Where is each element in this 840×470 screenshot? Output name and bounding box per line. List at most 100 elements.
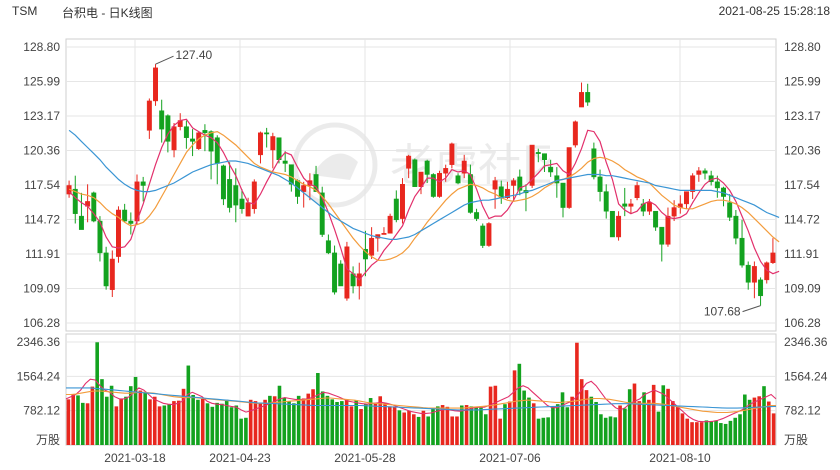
candle	[282, 151, 288, 173]
candle-body	[344, 246, 350, 299]
candle	[659, 226, 665, 262]
candle-body	[227, 179, 233, 208]
volume-bar	[531, 403, 536, 445]
volume-bar	[176, 400, 181, 445]
price-tick-left: 117.54	[24, 178, 60, 192]
candle-body	[597, 176, 603, 192]
candle	[85, 184, 91, 223]
volume-bar	[229, 407, 234, 445]
candle-body	[301, 185, 307, 192]
candle-body	[208, 131, 214, 152]
candle-body	[122, 209, 128, 222]
volume-bar	[440, 405, 445, 445]
volume-bar	[551, 406, 555, 445]
volume-bar	[349, 406, 354, 445]
candle	[128, 212, 134, 235]
volume-ma-long-line	[66, 387, 777, 411]
candle-body	[128, 220, 134, 224]
volume-bar	[311, 389, 315, 445]
candle-body	[332, 252, 338, 293]
date-tick: 2021-08-10	[649, 451, 711, 465]
candle-body	[406, 155, 412, 169]
candle	[109, 250, 115, 298]
volume-bar	[210, 406, 215, 445]
volume-bar	[143, 391, 147, 445]
high-annotation-line	[155, 55, 174, 65]
volume-bar	[762, 386, 766, 445]
price-tick-left: 106.28	[23, 316, 60, 330]
candle	[251, 179, 257, 214]
volume-bar	[76, 395, 80, 445]
volume-bar	[124, 396, 128, 445]
candle	[295, 179, 300, 204]
volume-bar	[162, 405, 167, 445]
volume-tick-right: 782.12	[784, 404, 821, 418]
candle-body	[400, 184, 405, 219]
volume-bar	[623, 408, 627, 445]
candle-body	[659, 226, 665, 245]
price-moving-averages	[68, 118, 780, 281]
volume-bar	[488, 386, 493, 445]
candle-body	[690, 175, 696, 192]
volume-bar	[397, 410, 402, 445]
volume-bar	[383, 403, 387, 445]
volume-bar	[133, 376, 138, 445]
candle	[406, 154, 412, 179]
candle	[517, 169, 523, 196]
candle-body	[665, 215, 671, 245]
candle-body	[579, 92, 584, 108]
volume-frame	[65, 333, 777, 446]
candle	[628, 198, 634, 214]
volume-bar	[603, 417, 608, 445]
candle	[264, 127, 270, 148]
candle-body	[276, 137, 282, 161]
candle	[103, 246, 109, 290]
candle-body	[622, 203, 628, 207]
candle	[140, 176, 146, 202]
candle-body	[486, 223, 492, 246]
candle	[239, 189, 245, 214]
candle	[387, 213, 393, 234]
volume-bar	[699, 422, 704, 445]
volume-bar	[503, 404, 507, 445]
candle	[634, 181, 640, 201]
candle-body	[165, 115, 171, 142]
volume-bar	[258, 403, 263, 445]
volume-bar	[325, 395, 330, 445]
candle	[301, 181, 307, 208]
candle-body	[153, 67, 158, 102]
volume-bar	[685, 418, 690, 445]
candle	[202, 124, 208, 152]
volume-bars	[66, 342, 776, 445]
volume-bar	[354, 400, 359, 445]
candle	[412, 158, 418, 187]
volume-tick-left: 782.12	[23, 404, 60, 418]
volume-bar	[421, 410, 426, 445]
volume-bar	[479, 407, 483, 445]
candle-body	[646, 202, 652, 212]
volume-bar	[517, 363, 522, 445]
candle-body	[233, 185, 239, 206]
volume-bar	[651, 384, 656, 445]
volume-bar	[704, 420, 709, 445]
candle-body	[745, 264, 751, 283]
candle	[430, 173, 436, 198]
candle-body	[109, 258, 115, 290]
candle	[233, 168, 239, 223]
candle-body	[609, 210, 615, 238]
candle	[498, 180, 504, 204]
volume-bar	[167, 404, 171, 445]
volume-bar	[527, 397, 531, 445]
candle	[696, 167, 702, 182]
volume-bar	[196, 399, 200, 445]
candle-body	[220, 165, 226, 200]
volume-bar	[431, 408, 435, 445]
price-tick-left: 109.09	[23, 282, 60, 296]
volume-bar	[90, 386, 95, 445]
candle	[708, 170, 714, 186]
volume-bar	[344, 399, 349, 445]
candle-body	[159, 110, 165, 130]
candle-body	[455, 175, 461, 184]
low-annotation-line	[742, 305, 761, 313]
volume-bar	[570, 396, 574, 445]
